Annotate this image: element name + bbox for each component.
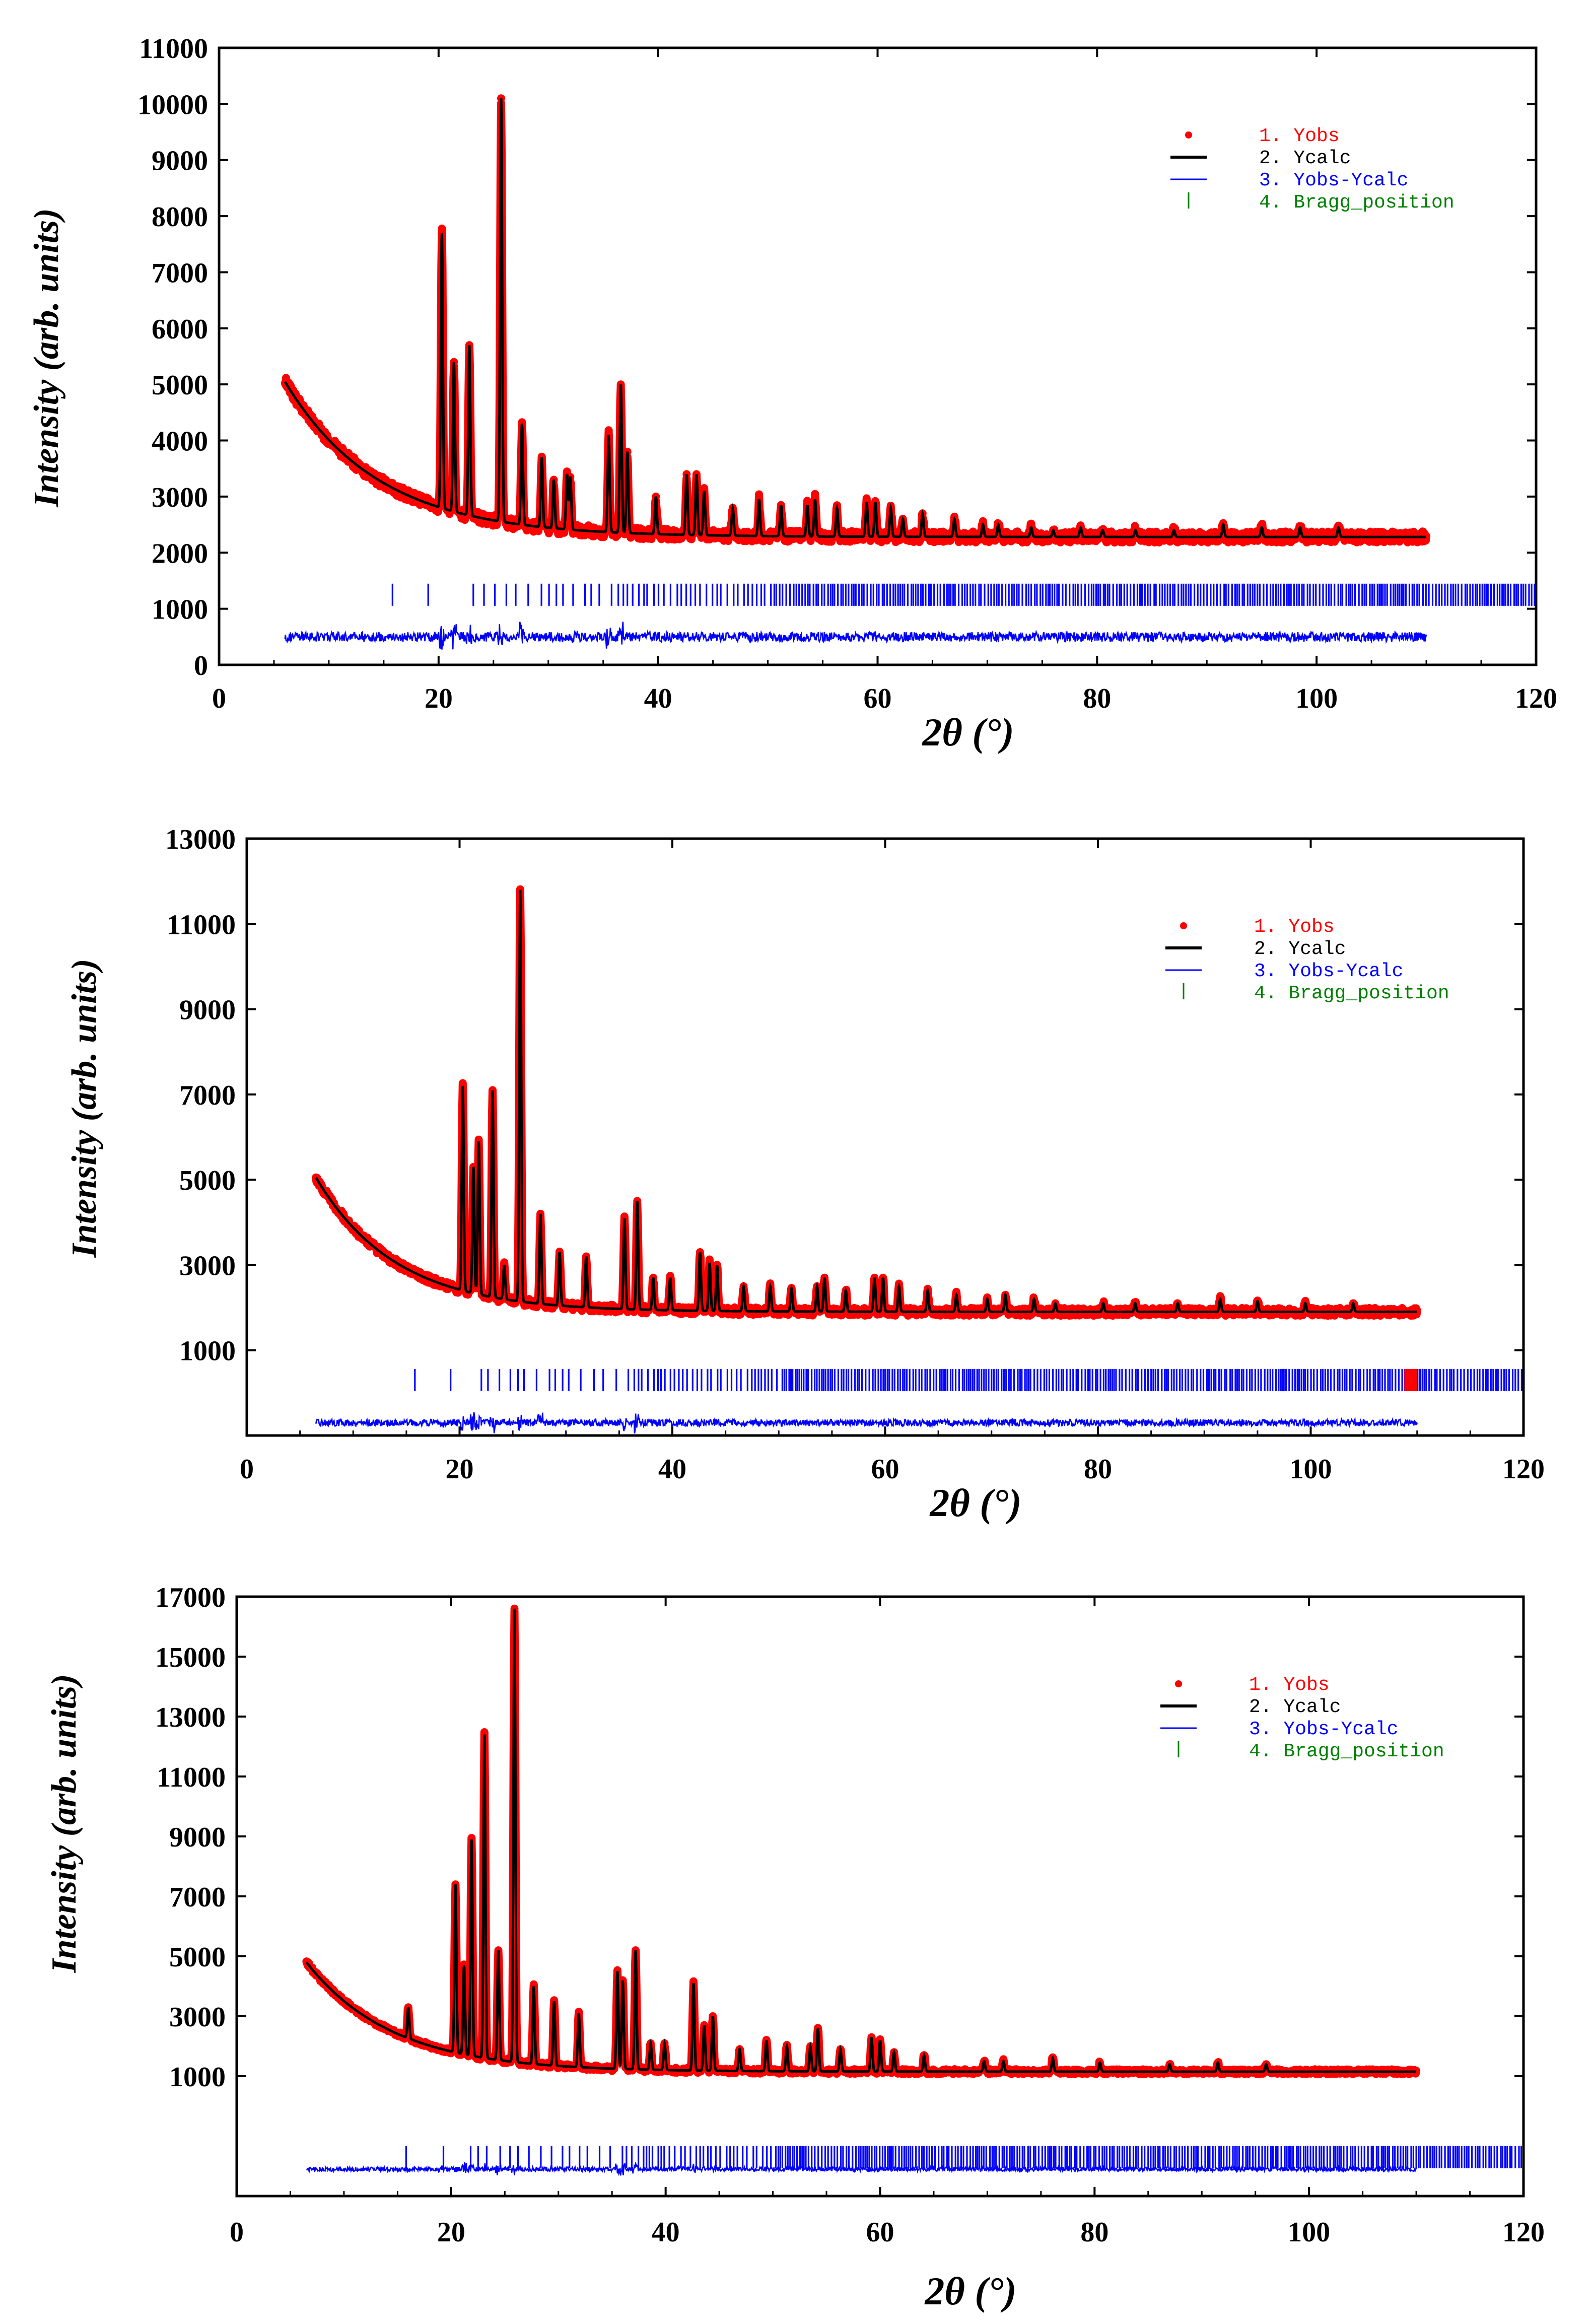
x-tick-label: 0: [230, 2217, 244, 2248]
y-tick-label: 11000: [157, 1762, 226, 1793]
y-tick-label: 4000: [152, 426, 208, 457]
x-tick-label: 80: [1083, 683, 1111, 714]
legend-label: 4. Bragg_position: [1249, 1741, 1444, 1762]
x-tick-label: 80: [1080, 2217, 1108, 2248]
x-tick-label: 120: [1502, 1454, 1545, 1485]
x-tick-label: 60: [866, 2217, 894, 2248]
x-tick-label: 20: [425, 683, 453, 714]
x-tick-label: 60: [864, 683, 892, 714]
y-tick-label: 5000: [152, 370, 208, 401]
y-tick-label: 3000: [179, 1250, 236, 1281]
y-tick-label: 11000: [139, 33, 208, 64]
x-tick-label: 20: [446, 1454, 474, 1485]
x-tick-label: 80: [1084, 1454, 1112, 1485]
y-axis-label: Intensity (arb. units): [27, 208, 66, 507]
chart-panel-1: 0 20 40 60 80 100 120 0 1000 2000 3000 4000 5000 6000…: [27, 33, 1557, 754]
x-axis-label: 2θ (°): [922, 710, 1014, 754]
bragg-positions: [405, 2146, 1524, 2168]
legend-label: 3. Yobs-Ycalc: [1254, 961, 1403, 982]
y-tick-label: 7000: [179, 1080, 236, 1111]
x-tick-label: 0: [212, 683, 226, 714]
x-tick-label: 100: [1288, 2217, 1330, 2248]
y-tick-label: 6000: [152, 314, 208, 345]
y-tick-label: 1000: [179, 1336, 236, 1367]
x-tick-label: 60: [871, 1454, 899, 1485]
y-tick-label: 9000: [179, 995, 236, 1026]
x-tick-label: 40: [658, 1454, 686, 1485]
yobs-peak-markers: [458, 885, 1357, 1308]
x-tick-label: 0: [240, 1454, 254, 1485]
bragg-highlight: [1404, 1369, 1417, 1391]
legend-label: 4. Bragg_position: [1259, 192, 1454, 214]
y-tick-label: 10000: [137, 89, 208, 120]
x-axis-label: 2θ (°): [924, 2269, 1016, 2313]
legend-label: 1. Yobs: [1259, 125, 1340, 147]
diff-curve: [306, 2161, 1417, 2176]
x-tick-label: 40: [652, 2217, 680, 2248]
y-axis-label: Intensity (arb. units): [65, 959, 104, 1258]
y-tick-label: 5000: [179, 1165, 236, 1196]
y-tick-label: 0: [194, 650, 208, 681]
legend-yobs-marker: [1180, 922, 1187, 929]
y-tick-label: 1000: [152, 594, 208, 626]
y-tick-label: 3000: [152, 482, 208, 513]
x-tick-label: 20: [437, 2217, 465, 2248]
yobs-peak-markers: [438, 94, 1343, 534]
plot-frame: [235, 1595, 1525, 2198]
y-axis-label: Intensity (arb. units): [45, 1674, 84, 1973]
y-tick-label: 8000: [152, 201, 208, 233]
legend-label: 1. Yobs: [1249, 1674, 1330, 1696]
legend-yobs-marker: [1175, 1680, 1182, 1687]
ycalc-curve: [305, 1608, 1416, 2073]
x-axis-label: 2θ (°): [929, 1481, 1021, 1525]
y-tick-label: 7000: [152, 257, 208, 289]
x-tick-label: 40: [644, 683, 672, 714]
y-tick-label: 11000: [167, 909, 236, 940]
y-tick-label: 9000: [169, 1822, 226, 1853]
legend-label: 2. Ycalc: [1259, 148, 1351, 169]
y-tick-label: 1000: [169, 2062, 226, 2093]
diff-curve: [315, 1412, 1418, 1434]
y-tick-label: 9000: [152, 146, 208, 177]
x-tick-label: 100: [1290, 1454, 1332, 1485]
legend-label: 4. Bragg_position: [1254, 983, 1449, 1004]
y-tick-label: 17000: [155, 1582, 226, 1613]
x-tick-label: 120: [1502, 2217, 1545, 2248]
diff-curve: [284, 622, 1427, 650]
yobs-curve: [312, 885, 1421, 1320]
ycalc-curve: [315, 890, 1417, 1313]
y-tick-label: 15000: [155, 1642, 226, 1673]
x-tick-label: 120: [1515, 683, 1557, 714]
legend-label: 3. Yobs-Ycalc: [1249, 1719, 1398, 1740]
y-tick-label: 2000: [152, 538, 208, 569]
legend-label: 1. Yobs: [1254, 916, 1335, 938]
legend-yobs-marker: [1185, 131, 1192, 139]
chart-panel-3: 0 20 40 60 80 100 120 1000 3000 5000 7000 9000 11000…: [45, 1582, 1545, 2313]
ycalc-curve: [284, 98, 1426, 538]
x-tick-label: 100: [1295, 683, 1338, 714]
y-tick-label: 7000: [169, 1882, 226, 1913]
y-tick-label: 13000: [155, 1702, 226, 1733]
legend-label: 3. Yobs-Ycalc: [1259, 170, 1408, 191]
legend-label: 2. Ycalc: [1249, 1696, 1341, 1718]
legend-label: 2. Ycalc: [1254, 938, 1346, 960]
y-tick-label: 3000: [169, 2002, 226, 2033]
y-tick-label: 5000: [169, 1942, 226, 1973]
bragg-positions: [391, 583, 1536, 606]
chart-panel-2: 0 20 40 60 80 100 120 1000 3000 5000 7000 9000 11000…: [65, 824, 1545, 1525]
y-tick-label: 13000: [165, 824, 236, 855]
bragg-positions: [414, 1369, 1522, 1391]
